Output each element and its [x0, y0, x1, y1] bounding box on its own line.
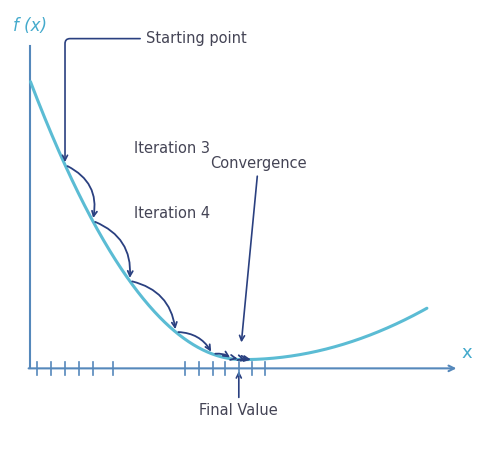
Text: x: x — [460, 344, 471, 362]
Text: Final Value: Final Value — [199, 373, 278, 418]
Text: Iteration 4: Iteration 4 — [134, 206, 210, 221]
Text: Starting point: Starting point — [62, 31, 246, 160]
Text: Convergence: Convergence — [210, 156, 306, 341]
Text: Iteration 3: Iteration 3 — [134, 141, 210, 156]
Text: f (x): f (x) — [14, 17, 47, 35]
